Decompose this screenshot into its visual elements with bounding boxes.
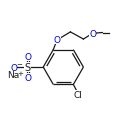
Text: O: O bbox=[53, 35, 60, 44]
Text: O: O bbox=[10, 63, 17, 72]
Text: +: + bbox=[17, 70, 23, 76]
Text: Cl: Cl bbox=[73, 90, 82, 99]
Text: −: − bbox=[16, 62, 22, 68]
Text: O: O bbox=[89, 29, 96, 38]
Text: Na: Na bbox=[7, 71, 19, 80]
Text: O: O bbox=[24, 52, 31, 61]
Text: S: S bbox=[25, 62, 31, 72]
Text: O: O bbox=[24, 73, 31, 82]
